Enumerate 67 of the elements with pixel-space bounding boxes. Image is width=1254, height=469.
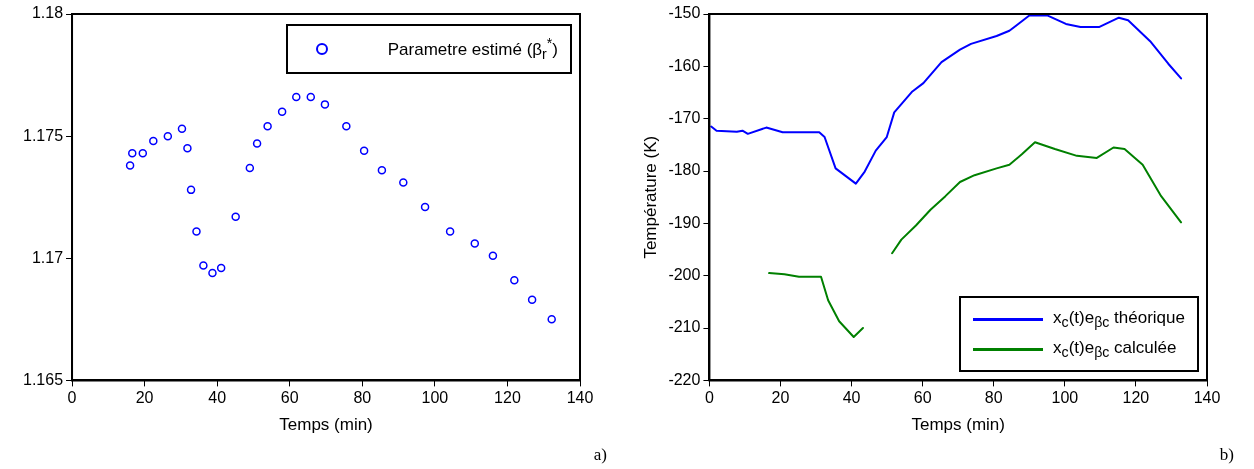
- point: [547, 315, 556, 324]
- y-tick-label: -220: [668, 370, 701, 388]
- point: [183, 144, 192, 153]
- point: [252, 139, 262, 148]
- point: [177, 124, 187, 134]
- point: [245, 163, 255, 173]
- y-tick-label: -180: [668, 161, 701, 179]
- x-tick-label: 40: [208, 389, 227, 407]
- text: a): [593, 445, 607, 465]
- x-tick-label: 120: [494, 389, 521, 407]
- y-tick-label: -150: [668, 4, 701, 22]
- point: [377, 166, 387, 175]
- y-tick-label: 1.18: [31, 4, 64, 22]
- point: [445, 227, 455, 236]
- point: [231, 212, 240, 221]
- x-tick-label: 80: [984, 389, 1003, 407]
- point: [306, 92, 316, 102]
- text: b): [1219, 445, 1234, 465]
- point: [277, 107, 287, 116]
- point: [128, 148, 137, 158]
- point: [199, 261, 208, 270]
- x-tick-label: 120: [1122, 389, 1150, 407]
- point: [192, 227, 201, 236]
- point: [149, 136, 158, 146]
- point: [359, 146, 369, 156]
- x-tick-label: 100: [1051, 389, 1079, 407]
- point: [216, 263, 226, 273]
- point: [320, 100, 330, 109]
- point: [510, 276, 519, 285]
- point: [527, 295, 537, 305]
- y-axis-title: Température (K): [640, 135, 660, 259]
- y-tick-label: -190: [668, 213, 701, 231]
- x-tick-label: 0: [704, 389, 714, 407]
- x-tick-label: 20: [771, 389, 790, 407]
- x-axis-title: Temps (min): [911, 415, 1005, 435]
- x-tick-label: 60: [913, 389, 932, 407]
- x-axis-title: Temps (min): [279, 415, 373, 435]
- point: [420, 202, 430, 212]
- legend-label: x$_{c}$(t)e$_{βc}$ théorique: [1053, 307, 1185, 333]
- x-tick-label: 80: [353, 389, 372, 407]
- x-tick-label: 20: [135, 389, 154, 407]
- point: [342, 122, 351, 131]
- x-tick-label: 60: [280, 389, 299, 407]
- legend-label: x$_{c}$(t)e$_{βc}$ calculée: [1053, 337, 1177, 363]
- y-tick-label: -170: [668, 109, 701, 127]
- point: [292, 92, 301, 102]
- y-tick-label: -210: [668, 318, 701, 336]
- x-tick-label: 140: [566, 389, 594, 407]
- point: [399, 178, 408, 187]
- y-tick-label: 1.175: [22, 126, 64, 144]
- y-tick-label: 1.165: [22, 370, 64, 388]
- x-tick-label: 140: [1193, 389, 1221, 407]
- y-tick-label: 1.17: [31, 248, 64, 266]
- point: [488, 251, 498, 261]
- point: [263, 122, 272, 131]
- x-tick-label: 100: [421, 389, 449, 407]
- y-tick-label: -160: [668, 56, 701, 74]
- point: [186, 185, 196, 195]
- x-tick-label: 0: [67, 389, 77, 407]
- point: [208, 268, 217, 278]
- y-tick-label: -200: [668, 266, 701, 284]
- point: [470, 239, 480, 248]
- point: [163, 131, 173, 141]
- x-tick-label: 40: [842, 389, 861, 407]
- legend: Parametre estimé (β$_{r}$$^{*}$): [285, 24, 572, 74]
- point: [125, 161, 135, 170]
- point: [138, 148, 148, 158]
